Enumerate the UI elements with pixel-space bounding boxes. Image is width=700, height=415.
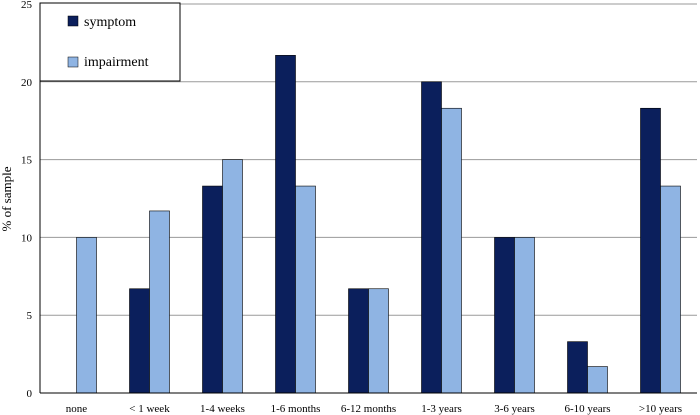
x-tick-label-0: none bbox=[66, 403, 88, 415]
bar-impairment-1 bbox=[149, 210, 170, 394]
bar-symptom-8 bbox=[640, 107, 661, 394]
legend-label-impairment: impairment bbox=[84, 55, 149, 70]
bar-symptom-2 bbox=[202, 185, 223, 394]
x-tick-label-8: >10 years bbox=[639, 403, 682, 415]
y-tick-labels: 0 5 10 15 20 25 bbox=[21, 0, 33, 400]
bar-symptom-4 bbox=[348, 288, 369, 394]
bar-impairment-2 bbox=[222, 159, 243, 394]
bar-symptom-6 bbox=[494, 237, 515, 394]
legend-box bbox=[39, 2, 181, 82]
legend-swatch-impairment bbox=[67, 56, 79, 68]
legend-label-symptom: symptom bbox=[84, 15, 136, 30]
legend-swatch-symptom bbox=[67, 15, 79, 27]
x-tick-label-4: 6-12 months bbox=[341, 403, 396, 415]
x-tick-label-5: 1-3 years bbox=[421, 403, 462, 415]
x-tick-label-6: 3-6 years bbox=[494, 403, 535, 415]
bar-symptom-5 bbox=[421, 81, 442, 394]
bar-impairment-5 bbox=[441, 107, 462, 394]
y-tick-label-15: 15 bbox=[21, 155, 33, 167]
bar-symptom-1 bbox=[129, 288, 150, 394]
bar-impairment-0 bbox=[76, 237, 97, 394]
y-tick-label-25: 25 bbox=[21, 0, 33, 11]
bar-symptom-7 bbox=[567, 341, 588, 394]
bar-impairment-4 bbox=[368, 288, 389, 394]
bar-impairment-8 bbox=[660, 185, 681, 394]
y-axis-title: % of sample bbox=[0, 166, 14, 231]
bar-symptom-3 bbox=[275, 55, 296, 394]
x-tick-label-2: 1-4 weeks bbox=[200, 403, 245, 415]
y-tick-label-5: 5 bbox=[27, 310, 33, 322]
x-tick-label-3: 1-6 months bbox=[271, 403, 321, 415]
legend: symptom impairment bbox=[39, 2, 181, 82]
bar-impairment-6 bbox=[514, 237, 535, 394]
y-tick-label-20: 20 bbox=[21, 77, 33, 89]
bars bbox=[76, 55, 681, 394]
x-tick-label-1: < 1 week bbox=[129, 403, 170, 415]
y-tick-label-0: 0 bbox=[27, 388, 33, 400]
x-tick-label-7: 6-10 years bbox=[564, 403, 610, 415]
y-tick-label-10: 10 bbox=[21, 232, 33, 244]
bar-impairment-3 bbox=[295, 185, 316, 394]
bar-impairment-7 bbox=[587, 366, 608, 394]
x-tick-labels: none < 1 week 1-4 weeks 1-6 months 6-12 mont… bbox=[66, 403, 682, 415]
